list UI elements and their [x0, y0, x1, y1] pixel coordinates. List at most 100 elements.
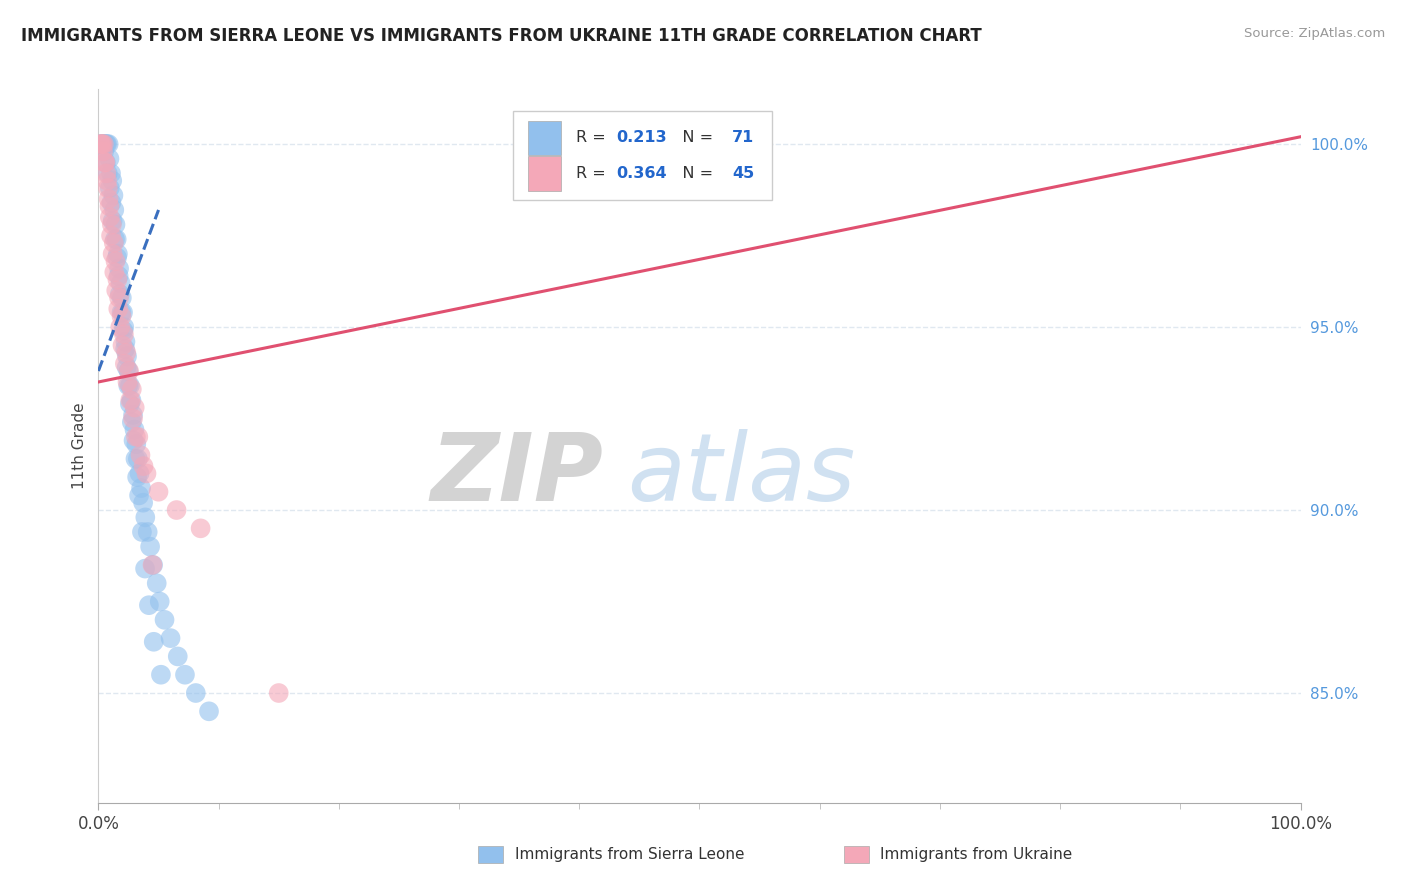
Point	[97, 181, 120, 195]
Text: Immigrants from Ukraine: Immigrants from Ukraine	[880, 847, 1073, 862]
Point	[153, 613, 176, 627]
Point	[98, 152, 121, 166]
Point	[101, 247, 124, 261]
Text: atlas: atlas	[627, 429, 856, 520]
Point	[94, 137, 117, 152]
Point	[107, 301, 129, 316]
Point	[91, 145, 114, 159]
Point	[110, 305, 132, 319]
Point	[139, 540, 162, 554]
Point	[97, 137, 120, 152]
Point	[124, 423, 146, 437]
Point	[134, 561, 156, 575]
Point	[93, 145, 115, 159]
Point	[120, 393, 142, 408]
Point	[108, 261, 131, 276]
Point	[94, 155, 117, 169]
Point	[115, 349, 138, 363]
Point	[91, 137, 114, 152]
Point	[104, 218, 127, 232]
Point	[100, 228, 122, 243]
Point	[267, 686, 290, 700]
Point	[112, 305, 135, 319]
Point	[166, 649, 188, 664]
Point	[122, 434, 145, 448]
Text: R =: R =	[575, 130, 610, 145]
Point	[131, 524, 153, 539]
Point	[110, 309, 132, 323]
Point	[127, 430, 149, 444]
Point	[107, 268, 129, 283]
Point	[121, 393, 143, 408]
Text: 45: 45	[733, 166, 754, 181]
Point	[101, 174, 124, 188]
Point	[93, 155, 115, 169]
Point	[124, 451, 146, 466]
Point	[149, 667, 172, 681]
Point	[114, 342, 136, 356]
Point	[105, 284, 128, 298]
Point	[118, 378, 141, 392]
Point	[142, 634, 165, 648]
Point	[134, 510, 156, 524]
Point	[105, 232, 128, 246]
Point	[142, 558, 165, 572]
Point	[138, 598, 160, 612]
Point	[198, 704, 221, 718]
Point	[132, 459, 155, 474]
Point	[145, 576, 167, 591]
Point	[96, 137, 118, 152]
Point	[110, 276, 132, 290]
Point	[118, 397, 141, 411]
Point	[159, 631, 181, 645]
Point	[100, 195, 122, 210]
Point	[98, 199, 121, 213]
FancyBboxPatch shape	[513, 111, 772, 200]
Point	[136, 524, 159, 539]
Text: 71: 71	[733, 130, 754, 145]
Point	[184, 686, 207, 700]
Bar	[844, 846, 869, 863]
Point	[104, 232, 127, 246]
Point	[115, 360, 138, 375]
Point	[128, 467, 150, 481]
Point	[128, 488, 150, 502]
Point	[112, 324, 135, 338]
Bar	[527, 120, 561, 155]
Point	[93, 137, 115, 152]
Point	[111, 338, 134, 352]
Point	[100, 166, 122, 180]
Text: N =: N =	[666, 166, 718, 181]
Point	[96, 166, 118, 180]
Point	[141, 558, 163, 572]
Point	[90, 137, 112, 152]
Point	[90, 137, 112, 152]
Text: ZIP: ZIP	[430, 428, 603, 521]
Point	[108, 291, 131, 305]
Point	[103, 235, 125, 250]
Point	[107, 272, 129, 286]
Point	[125, 430, 148, 444]
Point	[127, 470, 149, 484]
Point	[112, 320, 135, 334]
Point	[190, 521, 212, 535]
Point	[98, 181, 121, 195]
Point	[112, 327, 135, 342]
Point	[127, 451, 149, 466]
Point	[103, 202, 125, 217]
Bar	[527, 156, 561, 191]
Text: N =: N =	[666, 130, 718, 145]
Point	[125, 437, 148, 451]
Text: 0.364: 0.364	[617, 166, 668, 181]
Point	[122, 411, 145, 425]
Point	[174, 667, 197, 681]
Point	[103, 265, 125, 279]
Point	[111, 291, 134, 305]
Point	[118, 364, 141, 378]
Point	[129, 481, 152, 495]
Point	[121, 382, 143, 396]
Point	[149, 594, 172, 608]
Point	[101, 214, 124, 228]
Point	[93, 137, 115, 152]
Point	[107, 247, 129, 261]
